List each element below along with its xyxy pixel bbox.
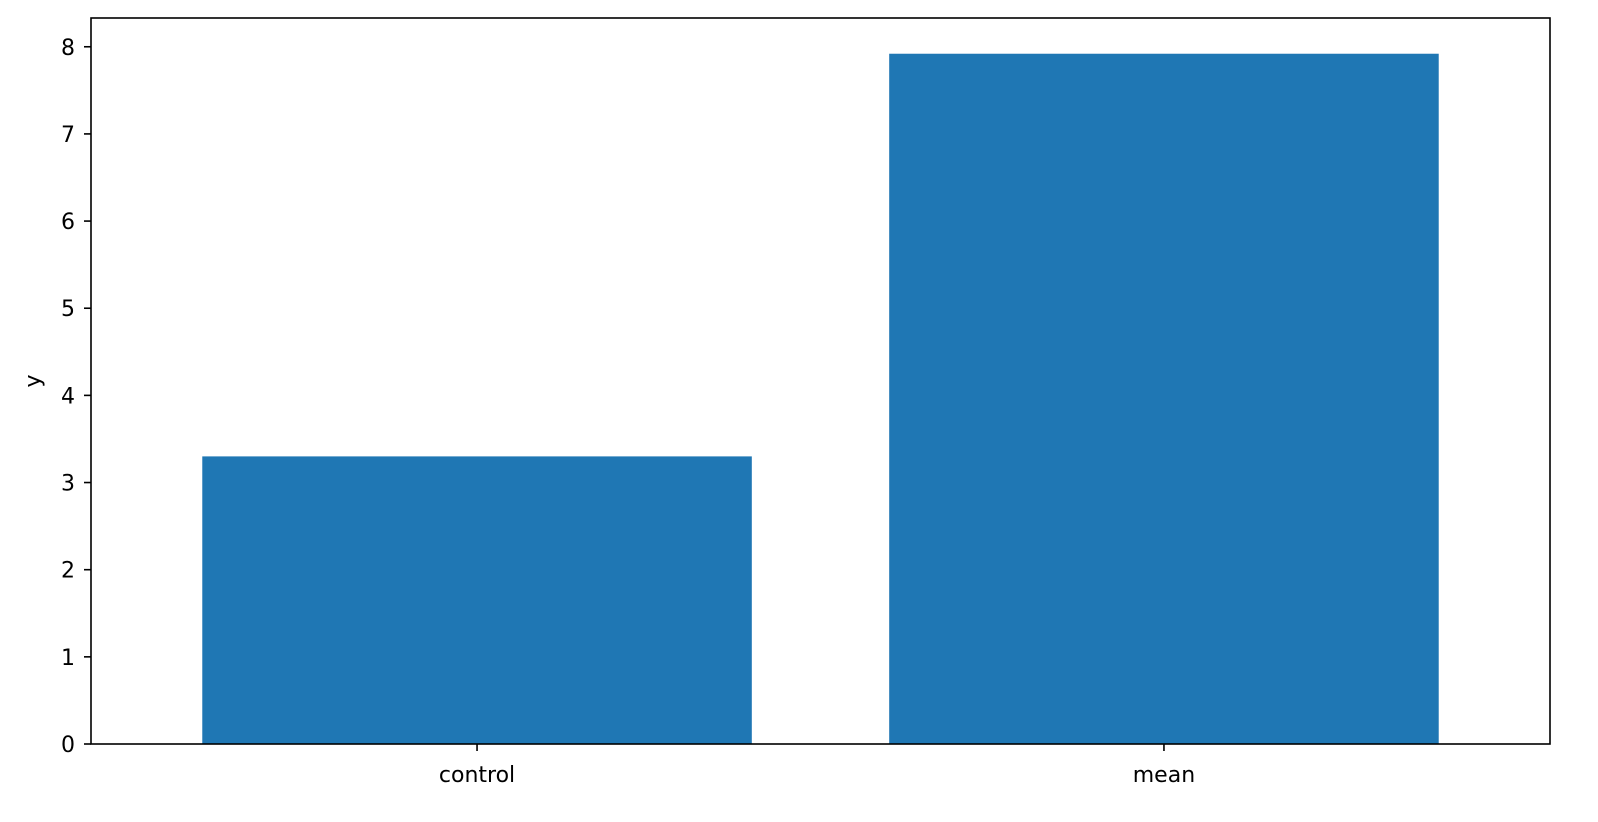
x-axis-ticks: control mean	[439, 744, 1195, 788]
y-tick-label-8: 8	[61, 36, 75, 61]
y-tick-label-5: 5	[61, 297, 75, 322]
y-tick-label-6: 6	[61, 210, 75, 235]
y-tick-label-2: 2	[61, 559, 75, 584]
y-tick-label-4: 4	[61, 384, 75, 409]
x-tick-label-control: control	[439, 763, 515, 788]
bars-group	[202, 53, 1439, 744]
plot-frame	[90, 17, 1551, 745]
y-tick-label-3: 3	[61, 472, 75, 497]
bar-mean	[889, 53, 1439, 744]
y-tick-label-1: 1	[61, 646, 75, 671]
x-tick-label-mean: mean	[1133, 763, 1195, 788]
y-axis-label: y	[21, 374, 46, 387]
y-axis-ticks: 0 1 2 3 4 5 6 7 8	[61, 36, 91, 758]
y-tick-label-0: 0	[61, 733, 75, 758]
bar-control	[202, 456, 752, 744]
y-tick-label-7: 7	[61, 123, 75, 148]
